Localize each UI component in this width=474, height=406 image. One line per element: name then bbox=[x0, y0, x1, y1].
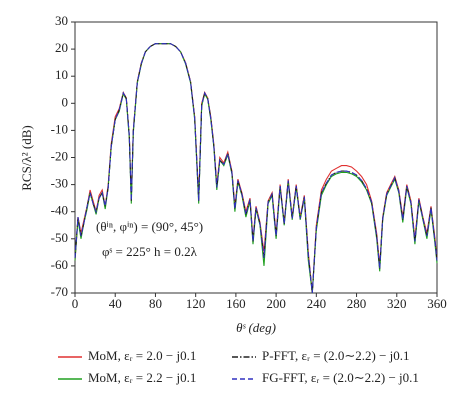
x-tick-label: 320 bbox=[387, 296, 407, 311]
x-tick-label: 0 bbox=[72, 296, 79, 311]
legend-label: MoM, εᵣ = 2.0 − j0.1 bbox=[88, 348, 196, 363]
x-tick-label: 40 bbox=[109, 296, 122, 311]
x-tick-label: 280 bbox=[347, 296, 367, 311]
x-axis-label: θˢ (deg) bbox=[236, 320, 276, 335]
x-tick-label: 120 bbox=[186, 296, 206, 311]
x-tick-label: 200 bbox=[266, 296, 286, 311]
legend-label: MoM, εᵣ = 2.2 − j0.1 bbox=[88, 370, 196, 385]
x-tick-label: 240 bbox=[307, 296, 327, 311]
y-tick-label: 0 bbox=[62, 94, 69, 109]
annotation: (θⁱⁿ, φⁱⁿ) = (90°, 45°) bbox=[96, 219, 203, 234]
y-tick-label: -70 bbox=[51, 284, 68, 299]
annotation: φˢ = 225° h = 0.2λ bbox=[102, 244, 198, 259]
x-tick-label: 160 bbox=[226, 296, 246, 311]
y-tick-label: 20 bbox=[55, 40, 68, 55]
y-tick-label: -10 bbox=[51, 121, 68, 136]
y-tick-label: -30 bbox=[51, 176, 68, 191]
y-axis-label: RCS/λ² (dB) bbox=[19, 125, 34, 190]
y-tick-label: -20 bbox=[51, 148, 68, 163]
legend-label: FG-FFT, εᵣ = (2.0∼2.2) − j0.1 bbox=[262, 370, 419, 385]
series-line bbox=[74, 43, 438, 294]
y-tick-label: 10 bbox=[55, 67, 68, 82]
x-tick-label: 80 bbox=[149, 296, 162, 311]
x-tick-label: 360 bbox=[427, 296, 447, 311]
y-tick-label: -50 bbox=[51, 230, 68, 245]
legend-label: P-FFT, εᵣ = (2.0∼2.2) − j0.1 bbox=[262, 348, 410, 363]
y-tick-label: -40 bbox=[51, 203, 68, 218]
y-tick-label: -60 bbox=[51, 257, 68, 272]
y-tick-label: 30 bbox=[55, 13, 68, 28]
